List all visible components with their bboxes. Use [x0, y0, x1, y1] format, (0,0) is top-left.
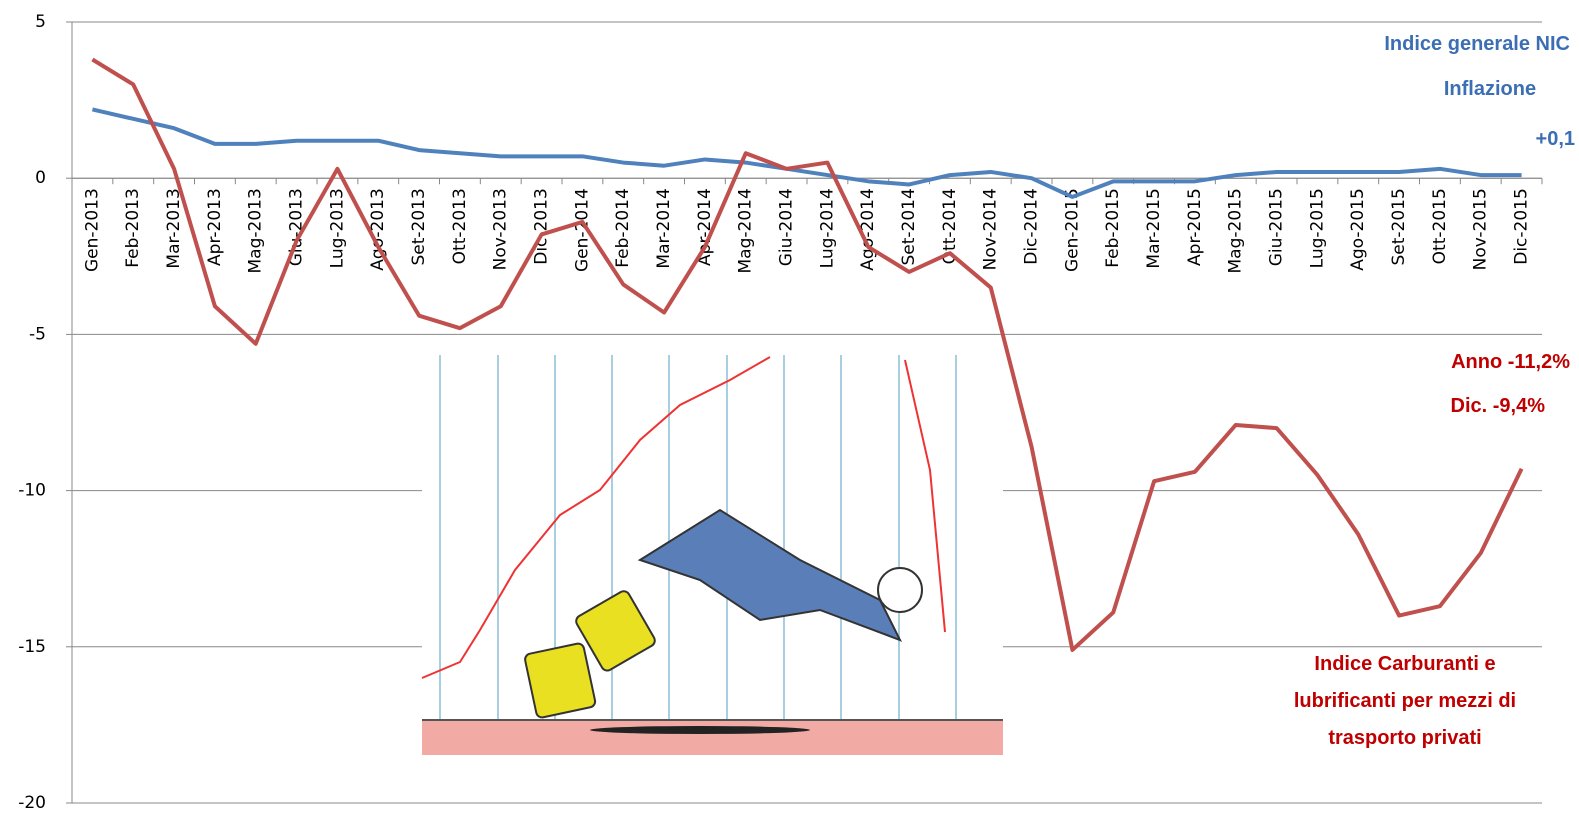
x-tick-label: Feb-2015 — [1103, 188, 1123, 268]
cartoon-image — [421, 345, 1003, 760]
x-tick-label: Ago-2015 — [1348, 188, 1368, 271]
x-tick-label: Gen-2015 — [1062, 188, 1082, 272]
y-tick-label: 0 — [35, 168, 46, 188]
x-tick-label: Apr-2013 — [205, 188, 225, 266]
series-line — [91, 57, 1524, 652]
x-tick-label: Gen-2014 — [572, 188, 592, 272]
x-tick-label: Lug-2013 — [327, 188, 347, 268]
x-tick-label: Mag-2013 — [246, 188, 266, 273]
x-tick-label: Apr-2015 — [1185, 188, 1205, 266]
annotation: +0,1 — [1536, 128, 1575, 150]
x-tick-label: Ott-2015 — [1430, 188, 1450, 264]
x-tick-label: Dic-2015 — [1512, 188, 1532, 265]
annotation: trasporto privati — [1328, 727, 1481, 749]
x-tick-label: Dic-2013 — [532, 188, 552, 265]
y-tick-label: -10 — [18, 481, 46, 501]
annotation: Indice Carburanti e — [1314, 653, 1495, 675]
annotation: Indice generale NIC — [1384, 33, 1570, 55]
x-tick-label: Apr-2014 — [695, 188, 715, 266]
x-tick-label: Nov-2014 — [981, 188, 1001, 270]
x-tick-label: Mag-2014 — [736, 188, 756, 273]
x-tick-label: Mag-2015 — [1226, 188, 1246, 273]
annotation: Inflazione — [1444, 78, 1536, 100]
x-tick-label: Giu-2013 — [287, 188, 307, 266]
x-tick-label: Gen-2013 — [82, 188, 102, 272]
x-tick-label: Ago-2013 — [368, 188, 388, 271]
x-tick-label: Feb-2013 — [123, 188, 143, 268]
y-tick-label: -15 — [18, 637, 46, 657]
y-tick-label: -20 — [18, 793, 46, 813]
x-tick-label: Mar-2013 — [164, 188, 184, 268]
annotation: Anno -11,2% — [1451, 351, 1570, 373]
series-line — [91, 107, 1522, 199]
x-tick-label: Mar-2014 — [654, 188, 674, 268]
x-tick-label: Nov-2013 — [491, 188, 511, 270]
x-tick-label: Ott-2014 — [940, 188, 960, 264]
x-tick-label: Ott-2013 — [450, 188, 470, 264]
y-tick-label: -5 — [29, 324, 46, 344]
x-tick-label: Giu-2015 — [1267, 188, 1287, 266]
x-tick-label: Mar-2015 — [1144, 188, 1164, 268]
x-tick-label: Giu-2014 — [777, 188, 797, 266]
annotation: lubrificanti per mezzi di — [1294, 690, 1516, 712]
x-tick-label: Nov-2015 — [1471, 188, 1491, 270]
y-tick-label: 5 — [35, 12, 46, 32]
x-tick-label: Set-2015 — [1389, 188, 1409, 265]
x-tick-label: Feb-2014 — [613, 188, 633, 268]
annotation: Dic. -9,4% — [1451, 395, 1546, 417]
x-tick-label: Dic-2014 — [1022, 188, 1042, 265]
x-tick-label: Set-2014 — [899, 188, 919, 265]
x-tick-label: Lug-2015 — [1307, 188, 1327, 268]
x-tick-label: Set-2013 — [409, 188, 429, 265]
x-tick-label: Lug-2014 — [817, 188, 837, 268]
